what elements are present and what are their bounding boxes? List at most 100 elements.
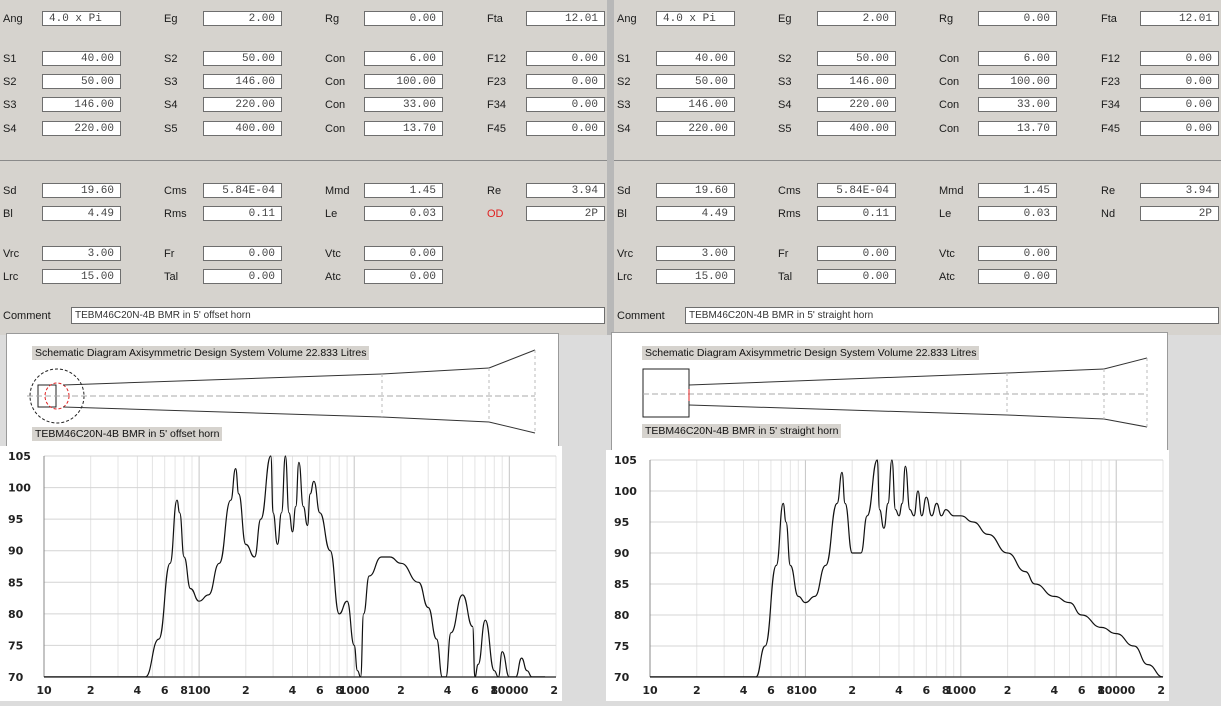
param-field[interactable]: 1.45 [978, 183, 1057, 198]
param-field[interactable]: 50.00 [42, 74, 121, 89]
param-label: Con [325, 76, 345, 88]
x-tick-label: 2 [693, 684, 701, 697]
param-field[interactable]: 6.00 [978, 51, 1057, 66]
comment-field[interactable]: TEBM46C20N-4B BMR in 5' straight horn [685, 307, 1219, 324]
param-label: Rg [939, 13, 953, 25]
param-field[interactable]: 2P [526, 206, 605, 221]
param-field[interactable]: 0.00 [526, 121, 605, 136]
param-field[interactable]: 13.70 [364, 121, 443, 136]
param-field[interactable]: 3.00 [42, 246, 121, 261]
param-label: S2 [617, 76, 630, 88]
param-field[interactable]: 0.11 [817, 206, 896, 221]
param-field[interactable]: 0.00 [1140, 121, 1219, 136]
param-field[interactable]: 6.00 [364, 51, 443, 66]
param-field[interactable]: 50.00 [203, 51, 282, 66]
param-field[interactable]: 0.00 [526, 74, 605, 89]
param-field[interactable]: 0.00 [978, 11, 1057, 26]
x-tick-label: 6 [471, 684, 479, 697]
param-label: Con [939, 53, 959, 65]
param-field[interactable]: 146.00 [656, 97, 735, 112]
param-field[interactable]: 40.00 [656, 51, 735, 66]
param-field[interactable]: 5.84E-04 [203, 183, 282, 198]
panel-divider [607, 0, 614, 335]
param-field[interactable]: 0.00 [978, 269, 1057, 284]
x-tick-label: 6 [1078, 684, 1086, 697]
param-field[interactable]: 0.00 [817, 269, 896, 284]
param-field[interactable]: 2P [1140, 206, 1219, 221]
param-field[interactable]: 220.00 [817, 97, 896, 112]
comment-label: Comment [617, 310, 665, 322]
param-field[interactable]: 0.00 [364, 246, 443, 261]
param-field[interactable]: 0.00 [364, 269, 443, 284]
param-label: F12 [487, 53, 506, 65]
y-tick-label: 70 [614, 671, 630, 684]
param-label: Lrc [617, 271, 632, 283]
param-field[interactable]: 0.00 [1140, 74, 1219, 89]
param-field[interactable]: 400.00 [203, 121, 282, 136]
section-divider [614, 160, 1221, 161]
param-field[interactable]: 146.00 [42, 97, 121, 112]
param-field[interactable]: 4.49 [42, 206, 121, 221]
param-field[interactable]: 146.00 [203, 74, 282, 89]
param-field[interactable]: 12.01 [1140, 11, 1219, 26]
param-field[interactable]: 100.00 [364, 74, 443, 89]
param-field[interactable]: 100.00 [978, 74, 1057, 89]
y-tick-label: 100 [614, 485, 637, 498]
param-label: S4 [617, 123, 630, 135]
param-field[interactable]: 0.03 [364, 206, 443, 221]
param-field[interactable]: 50.00 [656, 74, 735, 89]
param-label: Atc [939, 271, 955, 283]
param-field[interactable]: 33.00 [364, 97, 443, 112]
param-field[interactable]: 15.00 [42, 269, 121, 284]
param-field[interactable]: 0.00 [203, 246, 282, 261]
param-field[interactable]: 220.00 [203, 97, 282, 112]
param-label: Con [939, 76, 959, 88]
param-field[interactable]: 4.0 x Pi [656, 11, 735, 26]
param-field[interactable]: 2.00 [203, 11, 282, 26]
param-field[interactable]: 3.94 [526, 183, 605, 198]
param-field[interactable]: 220.00 [42, 121, 121, 136]
param-label: S3 [778, 76, 791, 88]
schematic-caption: TEBM46C20N-4B BMR in 5' offset horn [32, 427, 222, 441]
y-tick-label: 70 [8, 671, 24, 684]
param-field[interactable]: 146.00 [817, 74, 896, 89]
param-field[interactable]: 3.94 [1140, 183, 1219, 198]
param-field[interactable]: 0.00 [817, 246, 896, 261]
param-field[interactable]: 50.00 [817, 51, 896, 66]
param-field[interactable]: 400.00 [817, 121, 896, 136]
param-field[interactable]: 3.00 [656, 246, 735, 261]
param-field[interactable]: 0.00 [526, 51, 605, 66]
param-field[interactable]: 13.70 [978, 121, 1057, 136]
param-field[interactable]: 1.45 [364, 183, 443, 198]
param-field[interactable]: 0.00 [526, 97, 605, 112]
x-tick-label: 10 [642, 684, 658, 697]
param-field[interactable]: 0.00 [203, 269, 282, 284]
param-field[interactable]: 40.00 [42, 51, 121, 66]
param-field[interactable]: 0.00 [1140, 97, 1219, 112]
x-tick-label: 4 [134, 684, 142, 697]
param-field[interactable]: 4.49 [656, 206, 735, 221]
param-field[interactable]: 0.00 [978, 246, 1057, 261]
param-field[interactable]: 2.00 [817, 11, 896, 26]
param-field[interactable]: 0.03 [978, 206, 1057, 221]
param-label: S2 [164, 53, 177, 65]
param-field[interactable]: 0.11 [203, 206, 282, 221]
param-field[interactable]: 4.0 x Pi [42, 11, 121, 26]
param-field[interactable]: 5.84E-04 [817, 183, 896, 198]
x-tick-label: 100 [794, 684, 817, 697]
param-field[interactable]: 19.60 [656, 183, 735, 198]
param-label: Ang [3, 13, 23, 25]
param-field[interactable]: 0.00 [364, 11, 443, 26]
param-field[interactable]: 33.00 [978, 97, 1057, 112]
param-field[interactable]: 19.60 [42, 183, 121, 198]
param-field[interactable]: 0.00 [1140, 51, 1219, 66]
param-label: Lrc [3, 271, 18, 283]
param-field[interactable]: 12.01 [526, 11, 605, 26]
param-label: Tal [164, 271, 178, 283]
comment-field[interactable]: TEBM46C20N-4B BMR in 5' offset horn [71, 307, 605, 324]
param-field[interactable]: 15.00 [656, 269, 735, 284]
param-field[interactable]: 220.00 [656, 121, 735, 136]
